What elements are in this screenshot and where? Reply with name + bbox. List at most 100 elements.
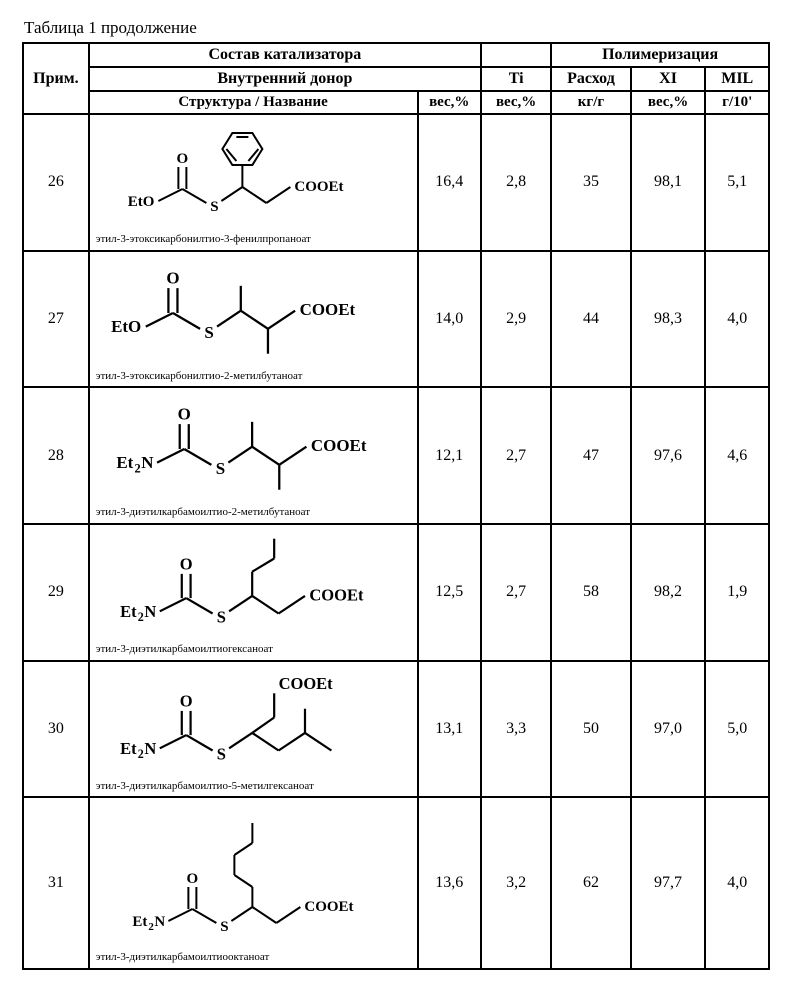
cell-ti: 3,3 (481, 661, 551, 798)
svg-text:COOEt: COOEt (304, 899, 353, 915)
molecule-icon: Et2N O S COOEt (96, 531, 413, 641)
molecule-name: этил-3-этоксикарбонилтио-2-метилбутаноат (96, 370, 413, 383)
cell-prim: 29 (23, 524, 89, 661)
cell-xi: 97,7 (631, 797, 706, 969)
cell-structure: Et2N O S COOEt (89, 797, 418, 969)
cell-mil: 1,9 (705, 524, 769, 661)
th-flow: Расход (551, 67, 630, 91)
cell-structure: EtO O S COOEt этил-3-этоксикарбонилтио-2… (89, 251, 418, 388)
molecule-name: этил-3-диэтилкарбамоилтио-5-метилгексано… (96, 780, 413, 793)
table-row: 31 Et2N O S (23, 797, 769, 969)
cell-mil: 4,6 (705, 387, 769, 524)
cell-ti: 2,8 (481, 114, 551, 251)
molecule-name: этил-3-диэтилкарбамоилтио-2-метилбутаноа… (96, 506, 413, 519)
molecule-name: этил-3-диэтилкарбамоилтиогексаноат (96, 643, 413, 656)
th-flow-unit: кг/г (551, 91, 630, 114)
svg-text:Et: Et (120, 738, 137, 757)
cell-prim: 30 (23, 661, 89, 798)
table-row: 28 Et2N O S COOEt этил-3-диэтилкарбамои (23, 387, 769, 524)
svg-text:S: S (220, 919, 228, 935)
cell-ti: 2,9 (481, 251, 551, 388)
table-row: 26 EtO O S (23, 114, 769, 251)
cell-structure: Et2N O S COOEt этил-3 (89, 661, 418, 798)
cell-ti: 2,7 (481, 387, 551, 524)
molecule-name: этил-3-диэтилкарбамоилтиооктаноат (96, 951, 413, 964)
cell-mil: 5,1 (705, 114, 769, 251)
svg-text:O: O (186, 871, 198, 887)
svg-text:COOEt: COOEt (311, 437, 367, 456)
svg-text:N: N (144, 738, 156, 757)
th-internal-donor: Внутренний донор (89, 67, 481, 91)
cell-ti: 3,2 (481, 797, 551, 969)
molecule-name: этил-3-этоксикарбонилтио-3-фенилпропаноа… (96, 233, 413, 246)
molecule-icon: Et2N O S COOEt (96, 668, 413, 778)
cell-prim: 27 (23, 251, 89, 388)
cell-xi: 98,1 (631, 114, 706, 251)
table-row: 30 Et2N O S COOEt (23, 661, 769, 798)
table-row: 27 EtO O S COOEt этил-3-этоксикарбонилт (23, 251, 769, 388)
cell-flow: 58 (551, 524, 630, 661)
svg-text:COOEt: COOEt (278, 673, 333, 692)
th-wtpct2: вес,% (481, 91, 551, 114)
molecule-icon: EtO O S COOEt (96, 258, 413, 368)
svg-text:S: S (215, 459, 224, 478)
cell-ti: 2,7 (481, 524, 551, 661)
cell-prim: 26 (23, 114, 89, 251)
svg-text:O: O (176, 151, 188, 167)
th-wtpct: вес,% (418, 91, 481, 114)
svg-text:N: N (141, 454, 154, 473)
svg-text:S: S (217, 607, 226, 626)
cell-wt: 13,1 (418, 661, 481, 798)
svg-text:Et: Et (120, 602, 137, 621)
svg-text:COOEt: COOEt (299, 300, 355, 319)
th-structure: Структура / Название (89, 91, 418, 114)
svg-text:2: 2 (138, 747, 144, 761)
th-polymerization: Полимеризация (551, 43, 769, 67)
cell-wt: 12,1 (418, 387, 481, 524)
cell-prim: 28 (23, 387, 89, 524)
svg-text:Et: Et (116, 454, 133, 473)
th-ti: Ti (481, 67, 551, 91)
svg-text:S: S (210, 199, 218, 215)
cell-flow: 35 (551, 114, 630, 251)
cell-mil: 4,0 (705, 797, 769, 969)
cell-flow: 50 (551, 661, 630, 798)
svg-text:S: S (204, 323, 213, 342)
cell-xi: 97,0 (631, 661, 706, 798)
svg-text:O: O (166, 268, 179, 287)
svg-text:O: O (180, 691, 193, 710)
th-xi: XI (631, 67, 706, 91)
cell-xi: 98,3 (631, 251, 706, 388)
cell-xi: 98,2 (631, 524, 706, 661)
svg-text:S: S (217, 744, 226, 763)
cell-flow: 44 (551, 251, 630, 388)
cell-xi: 97,6 (631, 387, 706, 524)
svg-text:2: 2 (138, 610, 144, 624)
th-prim: Прим. (23, 43, 89, 114)
table-caption: Таблица 1 продолжение (24, 18, 770, 38)
svg-text:COOEt: COOEt (309, 585, 364, 604)
cell-wt: 13,6 (418, 797, 481, 969)
cell-structure: EtO O S COOEt (89, 114, 418, 251)
molecule-icon: Et2N O S COOEt (96, 394, 413, 504)
svg-text:EtO: EtO (127, 194, 154, 210)
svg-text:N: N (144, 602, 156, 621)
cell-flow: 47 (551, 387, 630, 524)
cell-wt: 14,0 (418, 251, 481, 388)
cell-mil: 4,0 (705, 251, 769, 388)
svg-text:Et: Et (132, 914, 147, 930)
th-blank (481, 43, 551, 67)
cell-mil: 5,0 (705, 661, 769, 798)
catalyst-table: Прим. Состав катализатора Полимеризация … (22, 42, 770, 970)
th-catalyst: Состав катализатора (89, 43, 481, 67)
th-mil: MIL (705, 67, 769, 91)
cell-wt: 16,4 (418, 114, 481, 251)
table-row: 29 Et2N O S COOEt (23, 524, 769, 661)
th-mil-unit: г/10' (705, 91, 769, 114)
svg-text:COOEt: COOEt (294, 179, 343, 195)
molecule-icon: Et2N O S COOEt (96, 804, 413, 949)
molecule-icon: EtO O S COOEt (96, 121, 413, 231)
svg-text:2: 2 (134, 462, 140, 476)
cell-structure: Et2N O S COOEt этил-3-диэтилкарб (89, 524, 418, 661)
svg-text:EtO: EtO (111, 317, 141, 336)
